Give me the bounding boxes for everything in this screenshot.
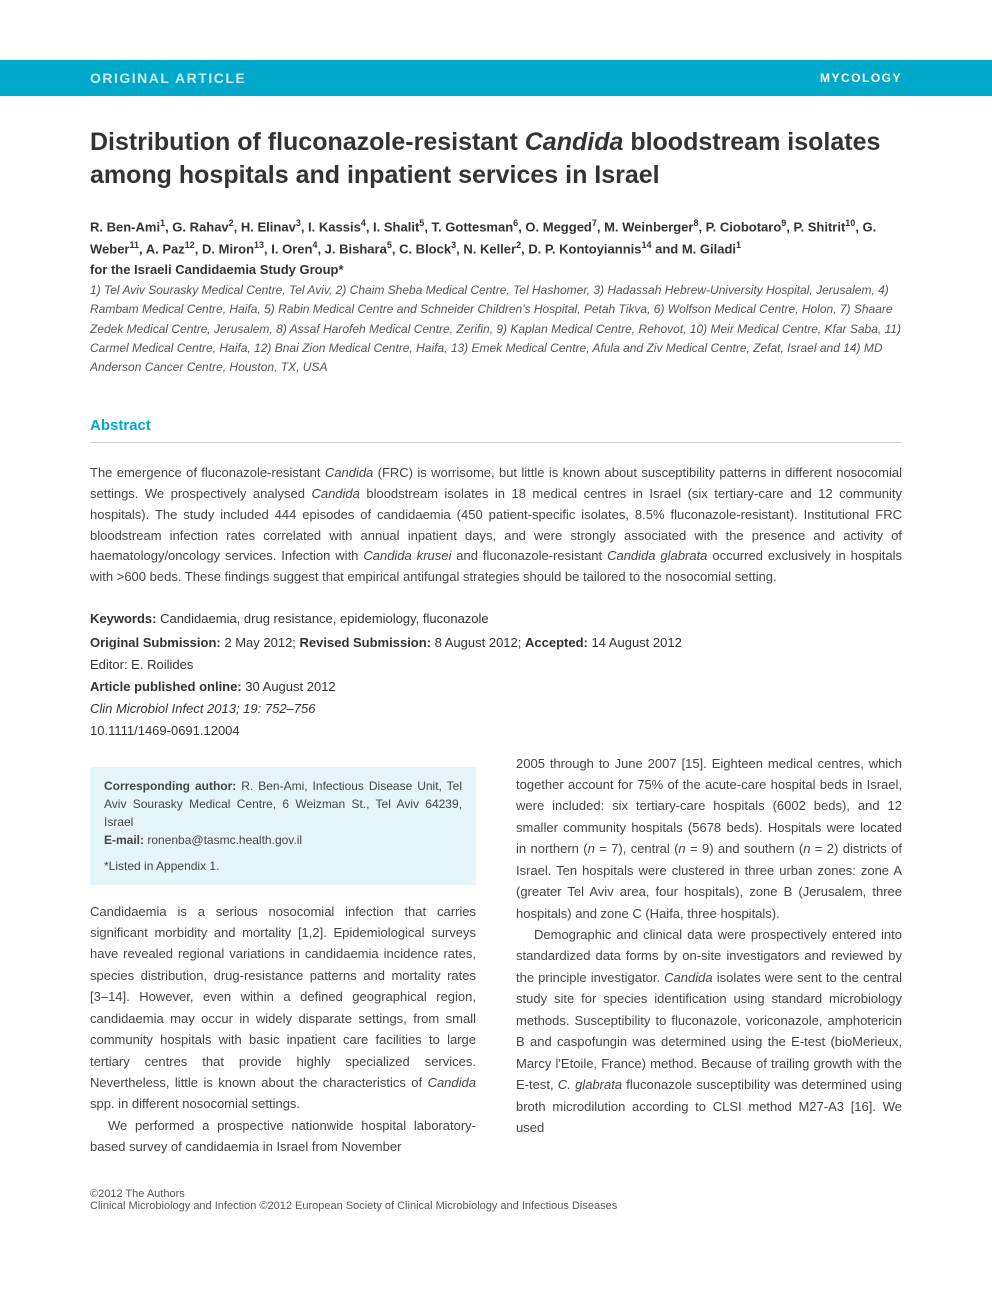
p3-n2i: n <box>678 841 685 856</box>
published-online: Article published online: 30 August 2012 <box>90 676 902 698</box>
footer-line1: ©2012 The Authors <box>90 1188 902 1200</box>
acc-date: 14 August 2012 <box>588 635 682 650</box>
p4-b: isolates were sent to the central study … <box>516 970 902 1092</box>
p1-a: Candidaemia is a serious nosocomial infe… <box>90 904 476 1091</box>
footer-line2: Clinical Microbiology and Infection ©201… <box>90 1200 902 1212</box>
body-p1: Candidaemia is a serious nosocomial infe… <box>90 901 476 1115</box>
orig-date: 2 May 2012; <box>221 635 300 650</box>
body-columns: Corresponding author: R. Ben-Ami, Infect… <box>90 753 902 1158</box>
corr-email: ronenba@tasmc.health.gov.il <box>144 833 302 847</box>
corr-email-label: E-mail: <box>104 833 144 847</box>
body-p4: Demographic and clinical data were prosp… <box>516 924 902 1138</box>
title-part1: Distribution of fluconazole-resistant <box>90 128 525 156</box>
p1-ital: Candida <box>428 1075 476 1090</box>
abstract-text: The emergence of fluconazole-resistant C… <box>90 463 902 588</box>
title-italic: Candida <box>525 128 624 156</box>
affiliations: 1) Tel Aviv Sourasky Medical Centre, Tel… <box>90 281 902 377</box>
authors: R. Ben-Ami1, G. Rahav2, H. Elinav3, I. K… <box>90 216 902 260</box>
keywords: Keywords: Candidaemia, drug resistance, … <box>90 608 902 630</box>
doi: 10.1111/1469-0691.12004 <box>90 720 902 742</box>
editor: Editor: E. Roilides <box>90 654 902 676</box>
footer: ©2012 The Authors Clinical Microbiology … <box>90 1188 902 1212</box>
pub-date: 30 August 2012 <box>242 679 336 694</box>
section-name: MYCOLOGY <box>820 71 902 85</box>
submission-dates: Original Submission: 2 May 2012; Revised… <box>90 632 902 654</box>
rev-label: Revised Submission: <box>300 635 431 650</box>
rev-date: 8 August 2012; <box>431 635 525 650</box>
pub-label: Article published online: <box>90 679 242 694</box>
article-title: Distribution of fluconazole-resistant Ca… <box>90 126 902 191</box>
corr-note: *Listed in Appendix 1. <box>104 857 462 875</box>
p3-n2: = 9) and southern ( <box>686 841 804 856</box>
p4-ital2: C. glabrata <box>558 1077 622 1092</box>
divider <box>90 442 902 443</box>
journal-citation: Clin Microbiol Infect 2013; 19: 752–756 <box>90 698 902 720</box>
p3-n1i: n <box>588 841 595 856</box>
header-bar: ORIGINAL ARTICLE MYCOLOGY <box>0 60 992 96</box>
keywords-label: Keywords: <box>90 611 156 626</box>
column-right: 2005 through to June 2007 [15]. Eighteen… <box>516 753 902 1158</box>
abstract-label: Abstract <box>90 417 902 434</box>
acc-label: Accepted: <box>525 635 588 650</box>
body-p2: We performed a prospective nationwide ho… <box>90 1115 476 1158</box>
column-left: Corresponding author: R. Ben-Ami, Infect… <box>90 753 476 1158</box>
corr-label: Corresponding author: <box>104 779 236 793</box>
p1-b: spp. in different nosocomial settings. <box>90 1096 300 1111</box>
corresponding-box: Corresponding author: R. Ben-Ami, Infect… <box>90 767 476 885</box>
study-group: for the Israeli Candidaemia Study Group* <box>90 262 902 277</box>
p4-ital: Candida <box>664 970 712 985</box>
orig-label: Original Submission: <box>90 635 221 650</box>
keywords-text: Candidaemia, drug resistance, epidemiolo… <box>156 611 488 626</box>
body-p3: 2005 through to June 2007 [15]. Eighteen… <box>516 753 902 925</box>
p3-n1: = 7), central ( <box>595 841 679 856</box>
article-type: ORIGINAL ARTICLE <box>90 70 246 86</box>
